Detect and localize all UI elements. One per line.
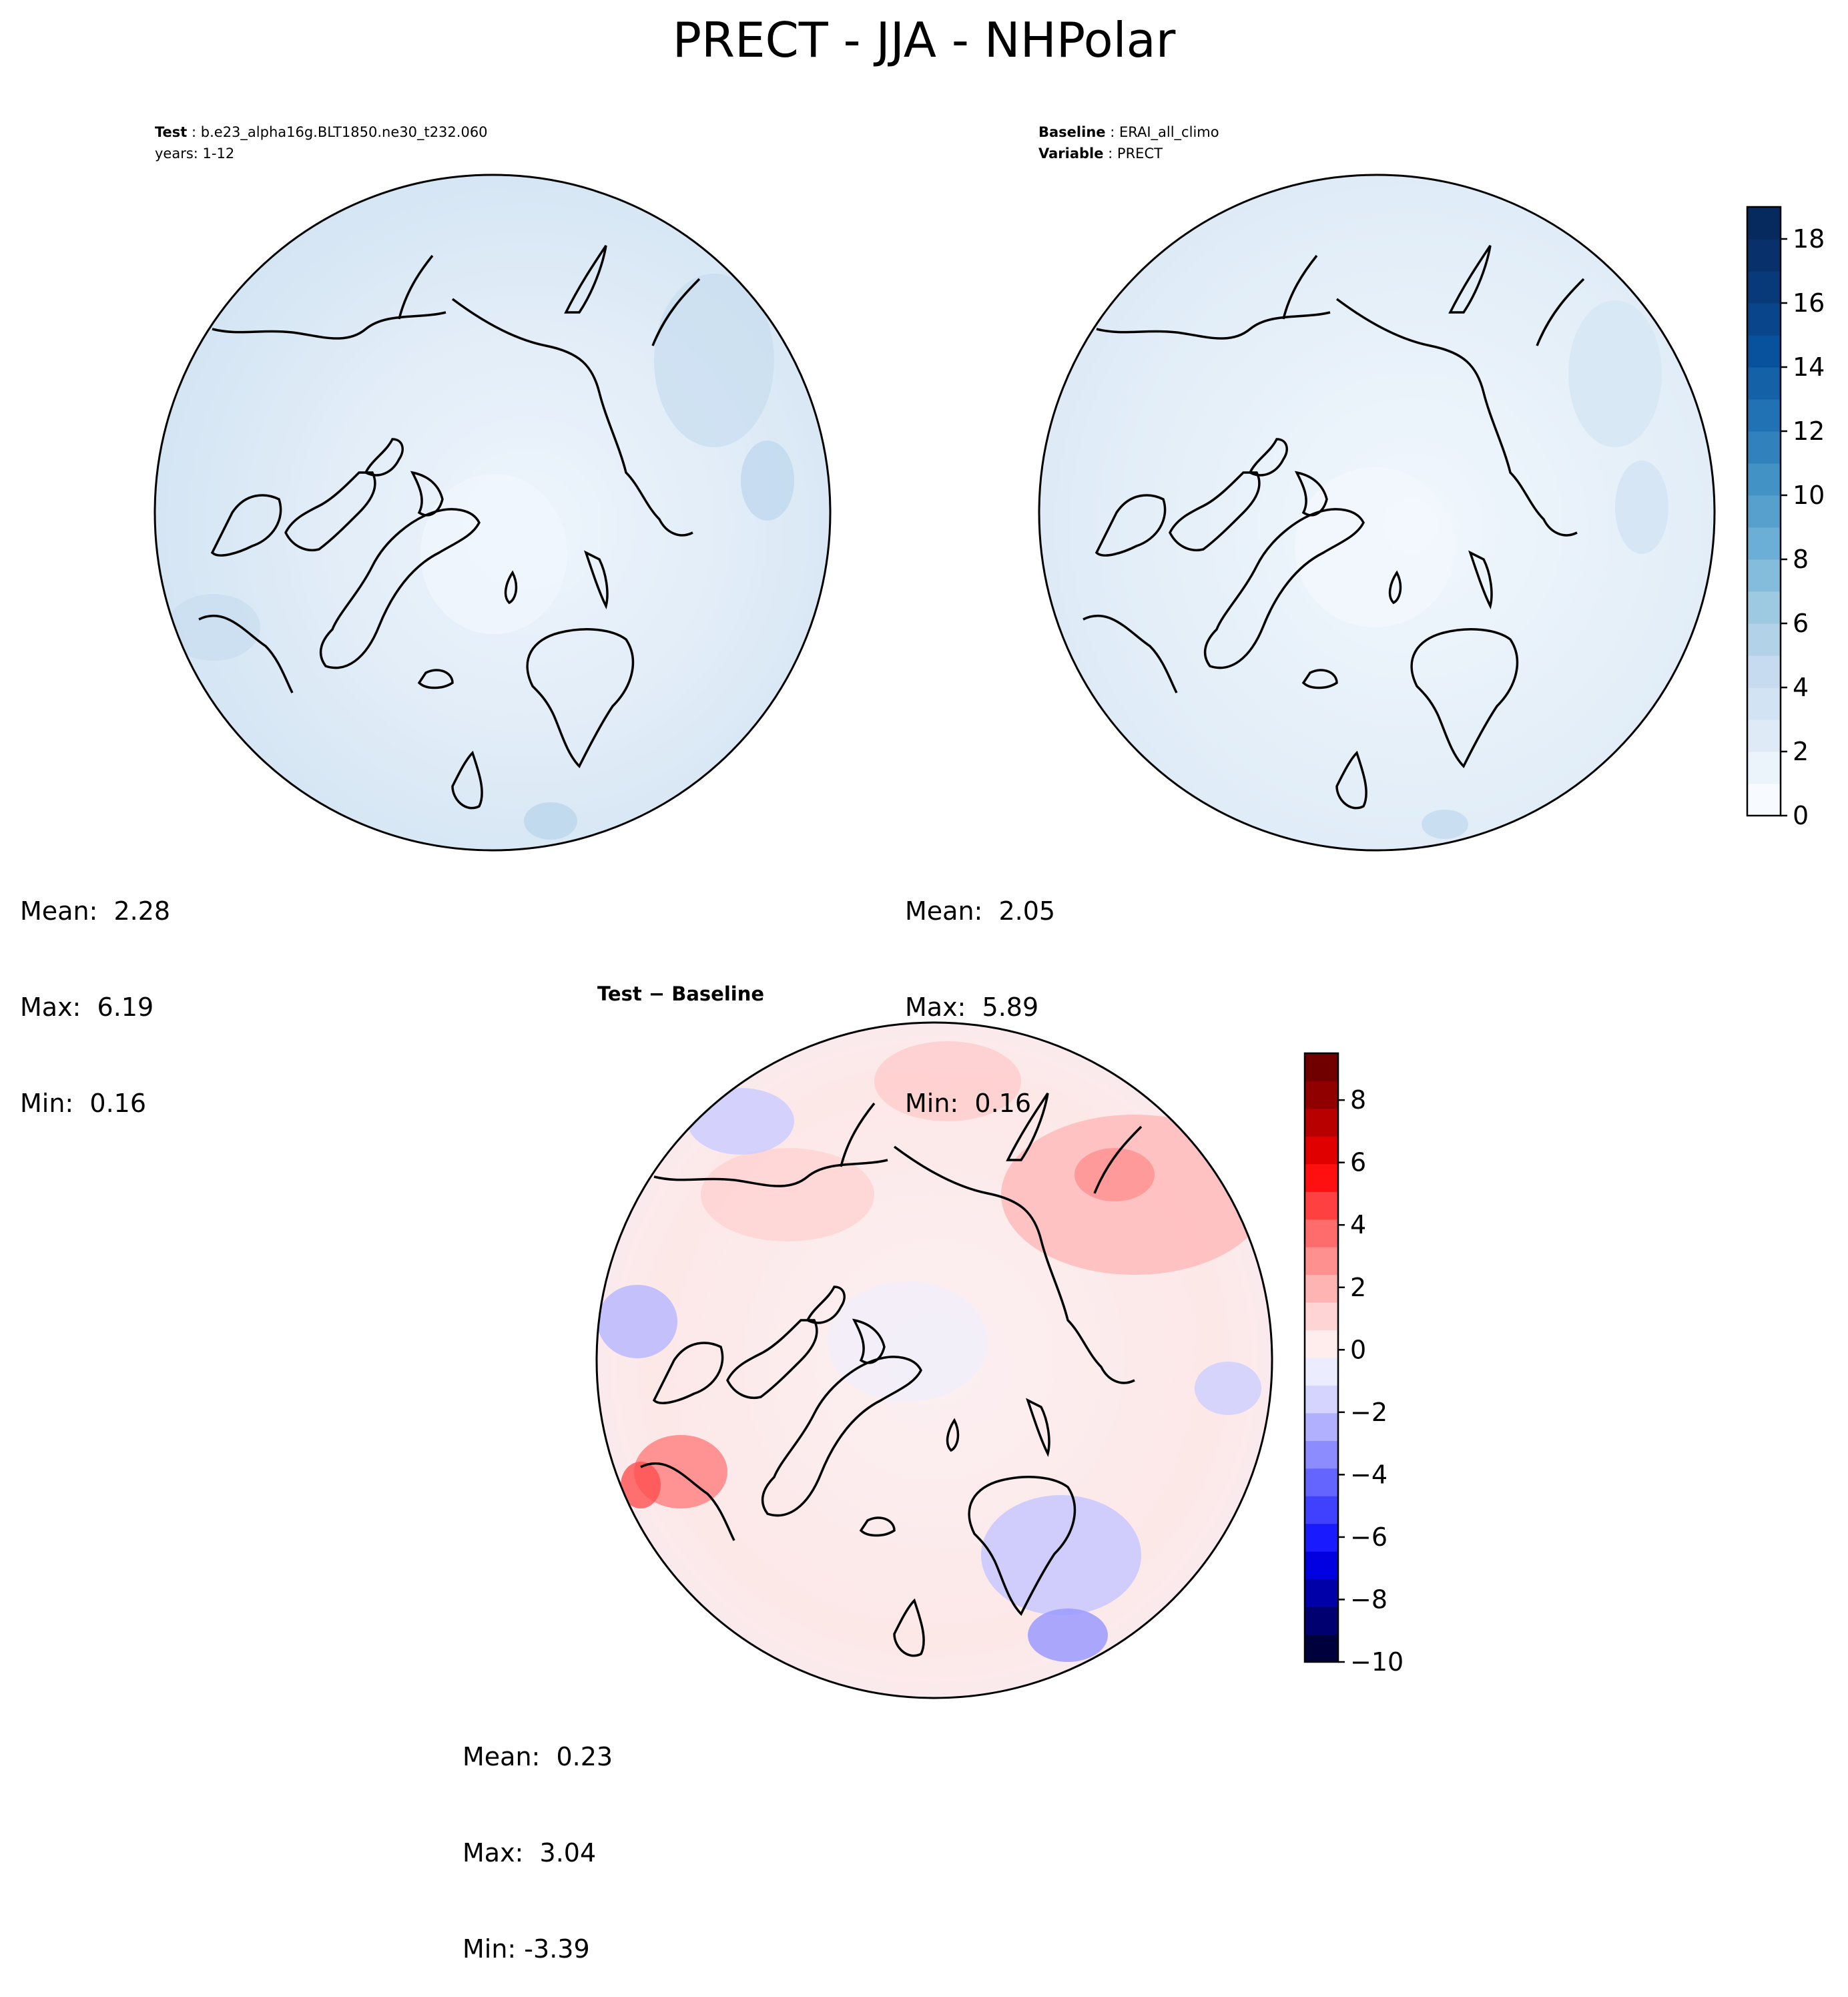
test-max: Max: 6.19 [20, 992, 154, 1022]
test-min: Min: 0.16 [20, 1089, 146, 1118]
colorbar-absolute-swatch [1747, 239, 1781, 272]
colorbar-difference-swatch [1305, 1108, 1338, 1137]
diff-min: Min: -3.39 [463, 1934, 590, 1964]
test-stats: Mean: 2.28 Max: 6.19 Min: 0.16 [20, 831, 170, 1151]
colorbar-absolute-tick-label: 14 [1793, 352, 1825, 382]
baseline-mean: Mean: 2.05 [905, 896, 1056, 926]
colorbar-difference-swatch [1305, 1440, 1338, 1469]
test-map-patches [167, 244, 794, 840]
colorbar-difference-swatch [1305, 1247, 1338, 1275]
baseline-max: Max: 5.89 [905, 992, 1039, 1022]
colorbar-absolute-swatch [1747, 623, 1781, 656]
colorbar-difference-swatch [1305, 1551, 1338, 1580]
colorbar-absolute-swatch [1747, 784, 1781, 816]
colorbar-difference-swatch [1305, 1219, 1338, 1247]
test-map [153, 174, 832, 852]
test-years: years: 1-12 [155, 146, 235, 162]
colorbar-difference-tick-label: −10 [1350, 1647, 1404, 1677]
figure-title: PRECT - JJA - NHPolar [672, 12, 1176, 68]
colorbar-difference-swatch [1305, 1274, 1338, 1303]
colorbar-absolute-swatch [1747, 431, 1781, 464]
diff-panel-title: Test − Baseline [597, 982, 765, 1005]
colorbar-difference-frame [1303, 1052, 1339, 1663]
colorbar-difference-tick-label: −2 [1350, 1398, 1388, 1427]
colorbar-absolute: 0 2 4 6 8 10 12 14 16 18 [1746, 206, 1825, 830]
colorbar-difference-swatch [1305, 1385, 1338, 1414]
colorbar-absolute-swatch [1747, 720, 1781, 752]
colorbar-absolute-swatch [1747, 527, 1781, 560]
diff-map [595, 1021, 1273, 1699]
test-label-key: Test [155, 124, 188, 140]
test-info: Test : b.e23_alpha16g.BLT1850.ne30_t232.… [155, 121, 488, 164]
baseline-stats: Mean: 2.05 Max: 5.89 Min: 0.16 [905, 831, 1055, 1151]
colorbar-absolute-tick-label: 12 [1793, 416, 1825, 446]
colorbar-absolute-tick-label: 2 [1793, 737, 1809, 766]
test-map-border [153, 174, 832, 852]
colorbar-difference-swatch [1305, 1412, 1338, 1441]
colorbar-absolute-swatch [1747, 687, 1781, 720]
colorbar-difference-tick-label: −6 [1350, 1522, 1388, 1552]
colorbar-difference-swatch [1305, 1302, 1338, 1331]
variable-label-value: PRECT [1117, 146, 1163, 162]
colorbar-absolute-tick-label: 10 [1793, 481, 1825, 510]
colorbar-absolute-swatch [1747, 495, 1781, 528]
colorbar-difference-swatch [1305, 1191, 1338, 1220]
colorbar-difference-swatch [1305, 1358, 1338, 1386]
baseline-map-patches [1082, 244, 1668, 839]
variable-label-key: Variable [1038, 146, 1104, 162]
test-mean: Mean: 2.28 [20, 896, 171, 926]
colorbar-absolute-tick-label: 4 [1793, 673, 1809, 702]
colorbar-difference-tick-label: −8 [1350, 1585, 1388, 1614]
colorbar-difference-tick-label: 8 [1350, 1085, 1366, 1115]
colorbar-difference-swatch [1305, 1468, 1338, 1496]
colorbar-absolute-swatch [1747, 752, 1781, 784]
colorbar-absolute-swatch [1747, 655, 1781, 688]
colorbar-difference-swatch [1305, 1053, 1338, 1081]
colorbar-absolute-swatch [1747, 367, 1781, 400]
colorbar-difference-swatch [1305, 1081, 1338, 1109]
colorbar-difference-swatch [1305, 1496, 1338, 1524]
colorbar-difference-swatch [1305, 1607, 1338, 1635]
colorbar-absolute-swatch [1747, 335, 1781, 368]
colorbar-difference-tick-label: −4 [1350, 1460, 1388, 1489]
colorbar-absolute-swatch [1747, 399, 1781, 432]
colorbar-absolute-swatch [1747, 271, 1781, 304]
colorbar-difference-swatch [1305, 1523, 1338, 1552]
diff-max: Max: 3.04 [463, 1838, 597, 1868]
colorbar-absolute-tick-label: 18 [1793, 224, 1825, 254]
colorbar-difference-swatch [1305, 1634, 1338, 1663]
colorbar-difference-swatch [1305, 1136, 1338, 1165]
diff-mean: Mean: 0.23 [463, 1742, 613, 1771]
colorbar-difference: −10 −8 −6 −4 −2 0 2 4 6 8 [1303, 1052, 1404, 1677]
colorbar-difference-tick-label: 2 [1350, 1273, 1366, 1302]
colorbar-absolute-swatch [1747, 559, 1781, 592]
colorbar-difference-swatch [1305, 1163, 1338, 1192]
colorbar-absolute-tick-label: 16 [1793, 288, 1825, 318]
colorbar-difference-swatch [1305, 1330, 1338, 1358]
colorbar-absolute-swatch [1747, 463, 1781, 496]
baseline-label-value: ERAI_all_climo [1119, 124, 1219, 140]
colorbar-absolute-swatch [1747, 207, 1781, 240]
colorbar-difference-tick-label: 4 [1350, 1210, 1366, 1239]
test-label-value: b.e23_alpha16g.BLT1850.ne30_t232.060 [200, 124, 488, 140]
colorbar-difference-swatch [1305, 1579, 1338, 1607]
baseline-map-border [1038, 174, 1716, 852]
diff-stats: Mean: 0.23 Max: 3.04 Min: -3.39 [463, 1677, 613, 1997]
colorbar-difference-tick-label: 0 [1350, 1335, 1366, 1364]
diff-map-border [595, 1021, 1273, 1699]
colorbar-absolute-swatch [1747, 591, 1781, 624]
colorbar-absolute-tick-label: 8 [1793, 545, 1809, 574]
baseline-min: Min: 0.16 [905, 1089, 1031, 1118]
colorbar-absolute-swatch [1747, 303, 1781, 336]
colorbar-absolute-tick-label: 6 [1793, 609, 1809, 638]
baseline-label-key: Baseline [1038, 124, 1106, 140]
colorbar-absolute-tick-label: 0 [1793, 801, 1809, 830]
baseline-info: Baseline : ERAI_all_climo Variable : PRE… [1038, 124, 1219, 162]
colorbar-difference-tick-label: 6 [1350, 1148, 1366, 1177]
baseline-map [1038, 174, 1716, 852]
figure-canvas: 0 2 4 6 8 10 12 14 16 18 −10 −8 −6 −4 −2 0 2 4 6 8 [153, 174, 1825, 1699]
colorbar-absolute-frame [1746, 206, 1782, 817]
